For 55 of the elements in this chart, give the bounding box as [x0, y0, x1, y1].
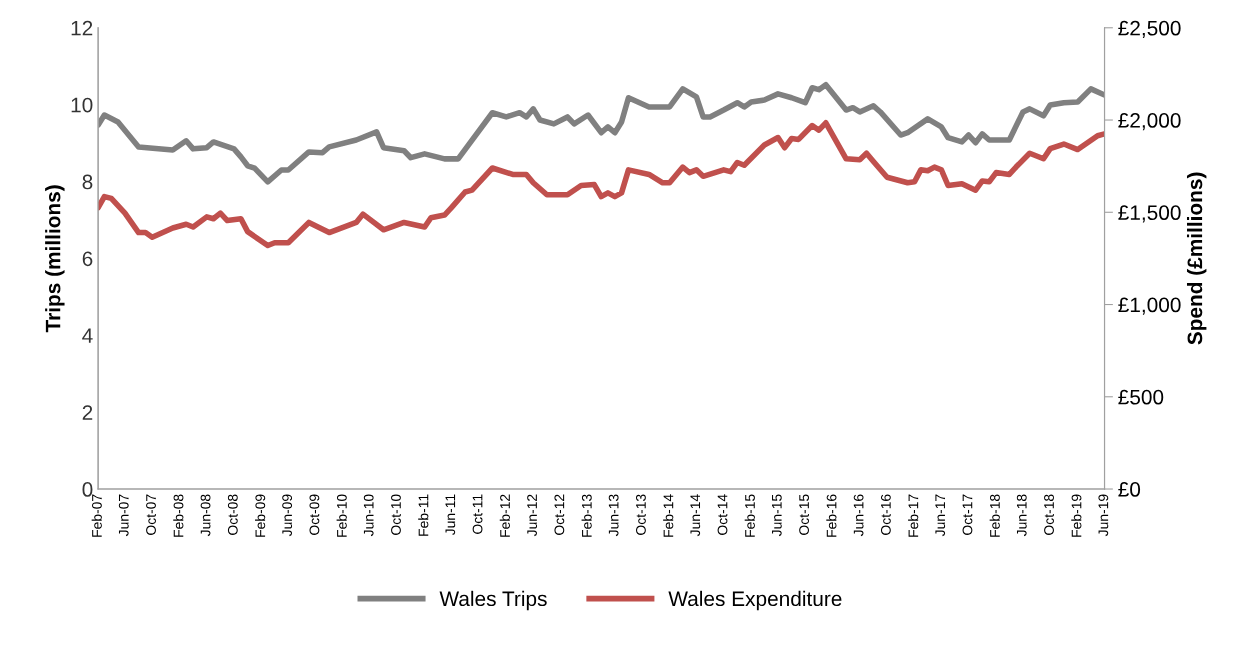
x-tick-label: Jun-10 [363, 494, 374, 537]
y-tick-label: 0 [82, 482, 93, 497]
x-tick-label: Feb-17 [908, 494, 919, 537]
y-tick-label: 2 [82, 405, 93, 420]
x-tick-label: Feb-15 [744, 494, 755, 537]
y2-tick-label: £1,500 [1118, 205, 1181, 223]
x-tick-label: Oct-15 [799, 494, 809, 535]
x-tick-label: Feb-11 [418, 494, 429, 536]
x-tick-label: Jun-12 [527, 494, 537, 537]
y-tick-label: 10 [71, 97, 93, 113]
x-tick-label: Feb-13 [581, 494, 592, 537]
x-tick-label: Oct-09 [309, 494, 320, 535]
x-tick-label: Jun-15 [772, 494, 782, 537]
x-tick-label: Feb-08 [173, 494, 184, 537]
x-tick-label: Oct-12 [554, 494, 565, 535]
x-tick-label: Jun-11 [445, 494, 456, 536]
x-tick-label: Jun-17 [935, 494, 946, 537]
x-tick-label: Feb-12 [499, 494, 510, 537]
x-tick-label: Feb-16 [826, 494, 837, 537]
y2-tick-label: £500 [1118, 389, 1164, 405]
x-tick-label: Oct-11 [472, 494, 483, 534]
y2-tick-label: £2,500 [1118, 20, 1181, 38]
y2-tick-label: £1,000 [1118, 297, 1181, 315]
x-tick-label: Jun-07 [118, 494, 129, 537]
x-tick-label: Jun-13 [608, 494, 619, 537]
x-tick-label: Jun-19 [1098, 494, 1109, 537]
y2-tick-label: £0 [1118, 482, 1141, 497]
y-tick-label: 6 [82, 251, 93, 267]
x-tick-label: Jun-18 [1016, 494, 1027, 537]
x-tick-label: Oct-13 [636, 494, 646, 535]
x-tick-label: Oct-14 [717, 494, 728, 535]
y-tick-label: 8 [82, 174, 93, 190]
x-tick-label: Oct-16 [880, 494, 891, 535]
x-tick-label: Oct-18 [1044, 494, 1054, 535]
x-tick-label: Feb-19 [1071, 494, 1082, 537]
x-tick-label: Feb-07 [91, 494, 102, 537]
x-tick-label: Feb-14 [663, 494, 674, 537]
x-tick-label: Jun-14 [690, 494, 701, 537]
y2-axis-title: Spend (£millions) [1186, 172, 1207, 345]
legend-label: Wales Trips [439, 590, 547, 611]
x-tick-label: Feb-18 [989, 494, 1000, 537]
x-tick-label: Oct-08 [227, 494, 238, 535]
y-axis-title: Trips (millions) [45, 185, 65, 333]
y-tick-label: 12 [71, 20, 93, 36]
x-tick-label: Feb-09 [255, 494, 266, 537]
y2-tick-label: £2,000 [1118, 113, 1181, 131]
legend-label: Wales Expenditure [668, 590, 842, 611]
x-tick-label: Jun-09 [282, 494, 293, 537]
x-tick-label: Jun-08 [200, 494, 211, 537]
x-tick-label: Oct-07 [146, 494, 156, 535]
x-tick-label: Jun-16 [853, 494, 864, 537]
x-tick-label: Oct-17 [962, 494, 973, 535]
x-tick-label: Feb-10 [336, 494, 347, 537]
x-tick-label: Oct-10 [391, 494, 401, 535]
y-tick-label: 4 [82, 328, 93, 343]
